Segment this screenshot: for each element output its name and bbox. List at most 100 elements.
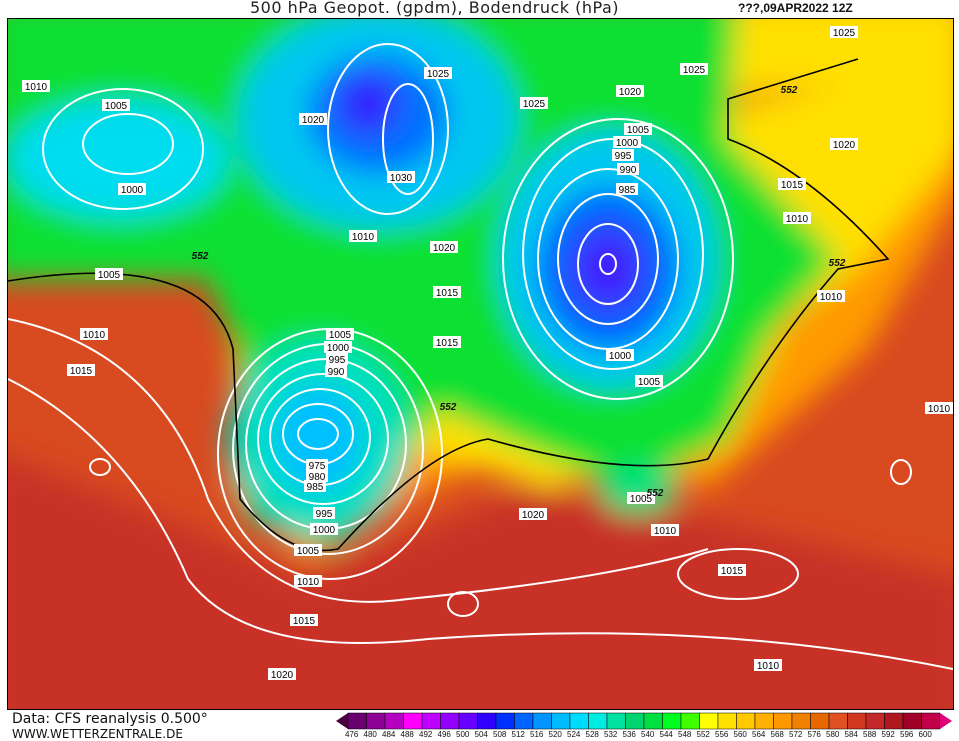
legend-tick: 580 <box>826 730 840 739</box>
svg-text:1010: 1010 <box>928 404 951 415</box>
svg-text:1015: 1015 <box>721 566 744 577</box>
legend-tick: 576 <box>807 730 821 739</box>
legend-tick: 508 <box>493 730 507 739</box>
legend-swatch <box>736 712 756 730</box>
isobar-label: 995 <box>612 149 634 162</box>
svg-text:995: 995 <box>329 355 346 366</box>
legend-swatch <box>865 712 885 730</box>
isobar-label: 995 <box>326 353 348 366</box>
svg-text:1025: 1025 <box>523 99 546 110</box>
svg-text:990: 990 <box>620 165 637 176</box>
isobar-label: 1020 <box>430 241 458 254</box>
legend-swatch <box>773 712 793 730</box>
svg-text:1010: 1010 <box>83 330 106 341</box>
svg-text:1010: 1010 <box>757 661 780 672</box>
legend-tick: 540 <box>641 730 655 739</box>
legend-swatch <box>495 712 515 730</box>
isobar-label: 1015 <box>433 286 461 299</box>
isobar-label: 1025 <box>520 97 548 110</box>
svg-text:1005: 1005 <box>105 101 128 112</box>
svg-text:980: 980 <box>309 472 326 483</box>
svg-text:1015: 1015 <box>436 288 459 299</box>
svg-text:990: 990 <box>328 367 345 378</box>
isobar-label: 1015 <box>718 564 746 577</box>
isobar-label: 1005 <box>95 268 123 281</box>
legend-tick: 564 <box>752 730 766 739</box>
isobar-label: 1015 <box>433 336 461 349</box>
svg-text:1000: 1000 <box>609 351 632 362</box>
legend-swatch <box>606 712 626 730</box>
geopotential-label: 552 <box>440 402 457 413</box>
isobar-label: 1025 <box>830 26 858 39</box>
isobar-label: 1000 <box>310 523 338 536</box>
legend-swatch <box>902 712 922 730</box>
svg-text:1020: 1020 <box>619 87 642 98</box>
legend-tick: 588 <box>863 730 877 739</box>
isobar-label: 1000 <box>118 183 146 196</box>
geopotential-label: 552 <box>192 251 209 262</box>
legend-tick: 584 <box>844 730 858 739</box>
legend-tick: 496 <box>437 730 451 739</box>
isobar-label: 1015 <box>290 614 318 627</box>
legend-tick: 516 <box>530 730 544 739</box>
legend-tick: 500 <box>456 730 470 739</box>
legend-tick: 572 <box>789 730 803 739</box>
svg-text:1020: 1020 <box>522 510 545 521</box>
isobar-label: 1010 <box>294 575 322 588</box>
geopotential-552-line <box>8 58 890 552</box>
legend-tick: 484 <box>382 730 396 739</box>
legend-tick: 488 <box>400 730 414 739</box>
legend-tick: 592 <box>881 730 895 739</box>
color-legend <box>336 712 952 730</box>
svg-text:552: 552 <box>829 258 846 269</box>
legend-tick: 480 <box>363 730 377 739</box>
svg-text:1010: 1010 <box>820 292 843 303</box>
svg-text:552: 552 <box>781 85 798 96</box>
valid-date: ???,09APR2022 12Z <box>738 1 853 15</box>
svg-text:1000: 1000 <box>313 525 336 536</box>
legend-tick: 504 <box>474 730 488 739</box>
legend-swatch <box>625 712 645 730</box>
legend-tick: 560 <box>733 730 747 739</box>
weather-map: 1025 1010 1025 1025 1005 1020 1025 1020 1005 1000… <box>7 18 954 710</box>
isobar-label: 990 <box>325 365 347 378</box>
isobar-label: 1000 <box>324 341 352 354</box>
legend-swatch <box>477 712 497 730</box>
isobar-label: 1025 <box>424 67 452 80</box>
svg-text:985: 985 <box>307 482 324 493</box>
legend-tick: 600 <box>918 730 932 739</box>
isobar-label: 1000 <box>606 349 634 362</box>
isobar-label: 1010 <box>651 524 679 537</box>
svg-text:995: 995 <box>316 509 333 520</box>
svg-text:1025: 1025 <box>833 28 856 39</box>
legend-tick: 548 <box>678 730 692 739</box>
legend-arrow-high <box>940 713 952 729</box>
legend-swatch <box>569 712 589 730</box>
svg-text:1025: 1025 <box>683 65 706 76</box>
svg-text:1010: 1010 <box>297 577 320 588</box>
svg-text:1005: 1005 <box>630 494 653 505</box>
isobar-label: 985 <box>304 480 326 493</box>
svg-text:1005: 1005 <box>638 377 661 388</box>
legend-swatch <box>754 712 774 730</box>
legend-tick: 556 <box>715 730 729 739</box>
legend-tick: 536 <box>622 730 636 739</box>
legend-tick: 568 <box>770 730 784 739</box>
legend-tick: 528 <box>585 730 599 739</box>
svg-text:975: 975 <box>309 461 326 472</box>
legend-swatch <box>810 712 830 730</box>
svg-text:1000: 1000 <box>121 185 144 196</box>
svg-text:1005: 1005 <box>98 270 121 281</box>
svg-text:1010: 1010 <box>786 214 809 225</box>
isobar-label: 1020 <box>268 668 296 681</box>
legend-swatch <box>791 712 811 730</box>
isobar-label: 990 <box>617 163 639 176</box>
svg-text:1005: 1005 <box>329 330 352 341</box>
isobar-label: 1010 <box>817 290 845 303</box>
svg-text:985: 985 <box>619 185 636 196</box>
svg-text:1015: 1015 <box>293 616 316 627</box>
svg-text:1015: 1015 <box>70 366 93 377</box>
isobar-label: 1005 <box>326 328 354 341</box>
isobar-label: 1010 <box>80 328 108 341</box>
isobar-label: 1015 <box>778 178 806 191</box>
